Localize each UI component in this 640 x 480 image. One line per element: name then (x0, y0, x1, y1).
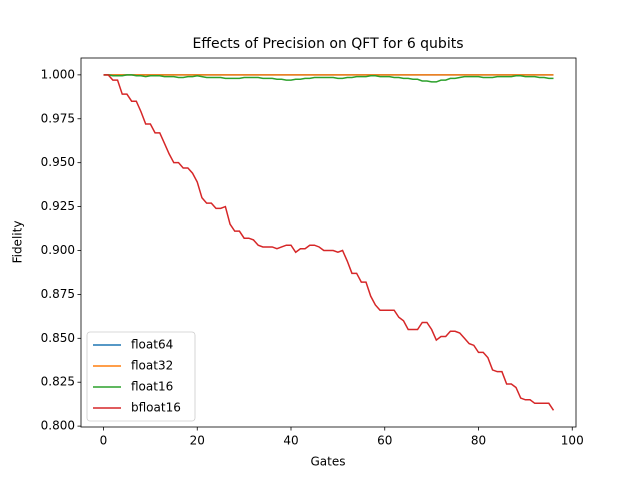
legend-label: float16 (131, 380, 173, 394)
x-tick-label: 0 (100, 434, 108, 448)
x-tick-label: 20 (190, 434, 205, 448)
plot-frame (80, 57, 577, 428)
legend-label: float64 (131, 338, 173, 352)
x-axis-label: Gates (311, 455, 346, 469)
y-tick-label: 0.850 (41, 331, 75, 345)
y-axis-label: Fidelity (11, 221, 25, 264)
legend-label: bfloat16 (131, 401, 181, 415)
legend-box (86, 331, 196, 422)
x-tick-label: 60 (377, 434, 392, 448)
y-tick-label: 0.875 (41, 287, 75, 301)
y-tick-label: 0.975 (41, 111, 75, 125)
x-tick-label: 100 (561, 434, 584, 448)
chart-title: Effects of Precision on QFT for 6 qubits (193, 36, 464, 52)
x-tick-label: 40 (283, 434, 298, 448)
y-tick-label: 0.900 (41, 243, 75, 257)
y-tick-label: 0.925 (41, 199, 75, 213)
y-tick-label: 1.000 (41, 67, 75, 81)
y-tick-label: 0.950 (41, 155, 75, 169)
x-tick-label: 80 (471, 434, 486, 448)
legend-label: float32 (131, 359, 173, 373)
series-line (103, 74, 555, 411)
y-tick-label: 0.825 (41, 375, 75, 389)
y-tick-label: 0.800 (41, 419, 75, 433)
series-line (103, 74, 554, 83)
